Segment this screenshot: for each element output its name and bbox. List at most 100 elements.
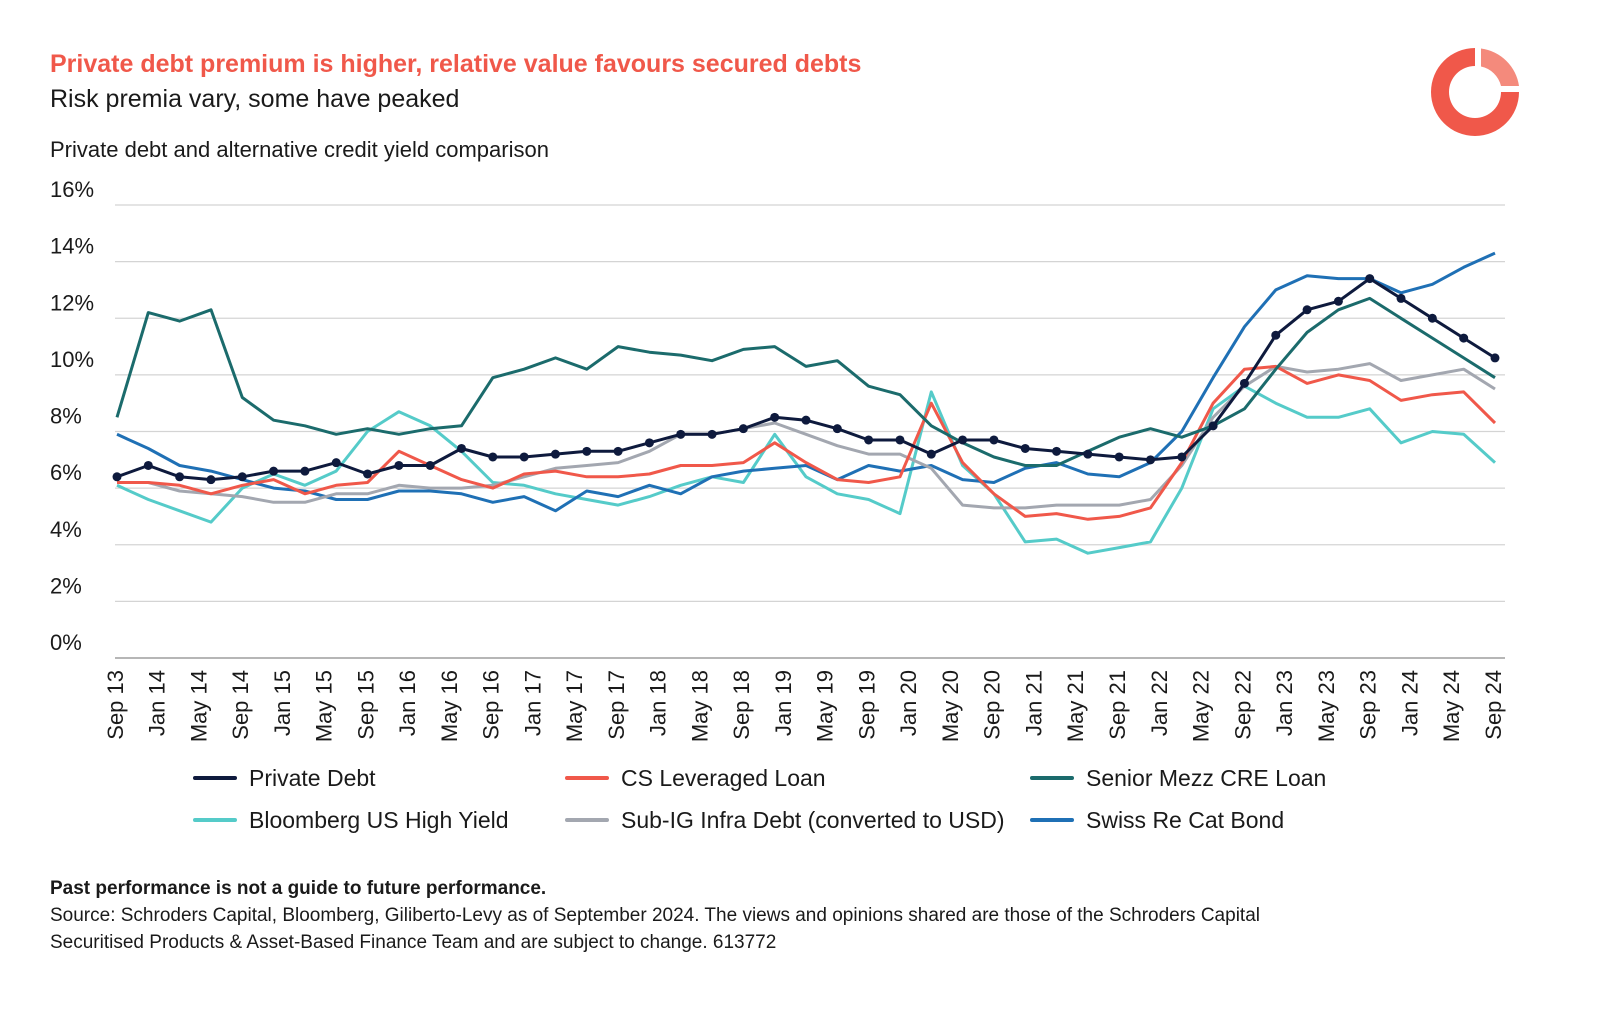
- point: [1208, 421, 1218, 431]
- x-tick-label: Sep 14: [228, 670, 253, 740]
- series: [116, 384, 1497, 555]
- series-line: [116, 251, 1496, 513]
- y-tick-label: 4%: [50, 517, 82, 542]
- point: [582, 446, 592, 456]
- x-tick-label: Jan 21: [1021, 670, 1046, 736]
- x-tick-label: Sep 21: [1105, 670, 1130, 740]
- legend-label: Swiss Re Cat Bond: [1086, 807, 1284, 833]
- y-tick-label: 6%: [50, 460, 82, 485]
- note: Securitised Products & Asset-Based Finan…: [50, 932, 776, 953]
- point: [926, 449, 936, 459]
- logo-ring: [1431, 48, 1519, 136]
- point: [1365, 274, 1375, 284]
- point: [1177, 452, 1187, 462]
- logo-segment: [1481, 48, 1519, 86]
- point: [394, 460, 404, 470]
- note: Past performance is not a guide to futur…: [50, 878, 546, 899]
- point: [112, 472, 122, 482]
- point: [801, 415, 811, 425]
- x-tick-label: May 20: [938, 670, 963, 742]
- x-tick-label: Sep 19: [854, 670, 879, 740]
- point: [832, 424, 842, 434]
- x-tick-label: May 16: [437, 670, 462, 742]
- x-tick-label: Sep 22: [1230, 670, 1255, 740]
- series-line: [116, 384, 1497, 555]
- x-tick-label: Jan 15: [270, 670, 295, 736]
- series-line: [117, 362, 1496, 510]
- point: [143, 460, 153, 470]
- x-tick-label: Sep 20: [980, 670, 1005, 740]
- y-tick-label: 12%: [50, 290, 94, 315]
- x-tick-label: Jan 20: [896, 670, 921, 736]
- series: [117, 364, 1497, 521]
- point: [613, 446, 623, 456]
- x-tick-label: Jan 16: [395, 670, 420, 736]
- legend-label: Senior Mezz CRE Loan: [1086, 765, 1326, 791]
- point: [1396, 293, 1406, 303]
- point: [457, 443, 466, 453]
- point: [1083, 449, 1093, 459]
- point: [895, 435, 905, 445]
- x-tick-label: Sep 13: [103, 670, 128, 740]
- point: [1427, 313, 1437, 323]
- x-tick-label: May 17: [562, 670, 587, 742]
- x-tick-label: May 22: [1189, 670, 1214, 742]
- chart-subtitle: Risk premia vary, some have peaked: [50, 85, 459, 113]
- series-line: [115, 296, 1496, 467]
- point: [676, 429, 686, 439]
- series: [116, 251, 1496, 513]
- point: [425, 460, 435, 470]
- x-tick-label: May 15: [312, 670, 337, 742]
- y-tick-label: 10%: [50, 347, 94, 372]
- point: [1020, 443, 1030, 453]
- x-tick-label: Jan 14: [145, 670, 170, 736]
- series: [115, 296, 1496, 467]
- x-tick-label: Sep 16: [479, 670, 504, 740]
- point: [1052, 446, 1062, 456]
- point: [864, 435, 874, 445]
- x-tick-label: May 19: [813, 670, 838, 742]
- x-tick-label: May 23: [1314, 670, 1339, 742]
- series: [112, 274, 1500, 485]
- x-tick-label: Jan 19: [771, 670, 796, 736]
- point: [1114, 452, 1124, 462]
- point: [550, 449, 560, 459]
- x-tick-label: Jan 22: [1147, 670, 1172, 736]
- x-tick-label: May 21: [1063, 670, 1088, 742]
- point: [1333, 296, 1343, 306]
- chart-title: Private debt premium is higher, relative…: [50, 50, 861, 78]
- point: [1271, 330, 1281, 340]
- x-tick-label: Jan 24: [1397, 670, 1422, 736]
- y-axis-title: Private debt and alternative credit yiel…: [50, 137, 549, 162]
- x-tick-label: May 24: [1439, 670, 1464, 742]
- y-tick-label: 16%: [50, 177, 94, 202]
- point: [300, 466, 310, 476]
- point: [519, 452, 529, 462]
- point: [331, 458, 341, 468]
- point: [1490, 353, 1500, 363]
- point: [1146, 455, 1155, 465]
- x-tick-label: Jan 17: [520, 670, 545, 736]
- series: [117, 362, 1496, 510]
- y-tick-label: 0%: [50, 630, 82, 655]
- point: [989, 435, 999, 445]
- legend-label: Private Debt: [249, 765, 376, 791]
- x-tick-label: Sep 15: [353, 670, 378, 740]
- y-tick-label: 14%: [50, 234, 94, 259]
- y-tick-label: 2%: [50, 573, 82, 598]
- point: [269, 466, 279, 476]
- point: [738, 424, 748, 434]
- logo: [1431, 48, 1519, 136]
- point: [770, 412, 780, 422]
- series-line: [117, 364, 1497, 521]
- x-tick-label: Jan 23: [1272, 670, 1297, 736]
- point: [1302, 305, 1312, 315]
- point: [644, 438, 654, 448]
- point: [488, 452, 498, 462]
- point: [1239, 378, 1249, 388]
- point: [363, 469, 373, 479]
- legend-label: CS Leveraged Loan: [621, 765, 826, 791]
- point: [958, 435, 968, 445]
- x-tick-label: Sep 23: [1356, 670, 1381, 740]
